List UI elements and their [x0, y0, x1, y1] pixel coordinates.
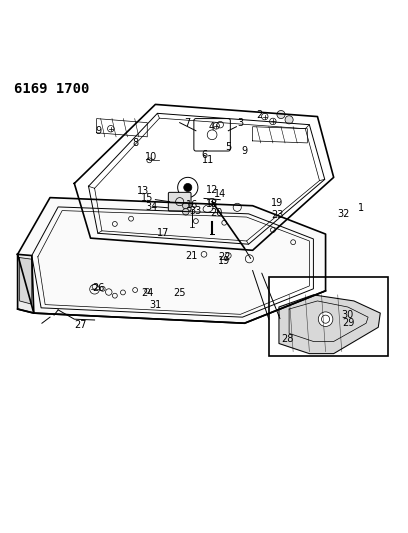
Text: 25: 25 — [173, 288, 186, 298]
Text: 32: 32 — [338, 209, 350, 219]
Text: 19: 19 — [271, 198, 283, 208]
Bar — [269, 277, 388, 356]
Text: 16: 16 — [186, 200, 198, 210]
Text: 24: 24 — [141, 288, 153, 298]
Text: 19: 19 — [218, 256, 231, 266]
Text: 13: 13 — [137, 185, 149, 196]
Text: 15: 15 — [141, 193, 153, 204]
Text: 9: 9 — [95, 126, 102, 136]
Text: 5: 5 — [225, 142, 231, 152]
Text: 30: 30 — [342, 310, 354, 320]
Circle shape — [182, 203, 189, 209]
Text: 21: 21 — [186, 252, 198, 261]
Text: 10: 10 — [145, 152, 157, 162]
Text: 23: 23 — [271, 210, 283, 220]
Text: 34: 34 — [145, 201, 157, 212]
Polygon shape — [18, 254, 34, 313]
Text: 9: 9 — [242, 146, 248, 156]
Text: 1: 1 — [358, 203, 364, 213]
Text: 2: 2 — [257, 110, 263, 119]
FancyBboxPatch shape — [169, 192, 191, 211]
Text: 20: 20 — [210, 208, 222, 218]
Circle shape — [318, 312, 333, 327]
Circle shape — [184, 183, 192, 191]
Polygon shape — [18, 198, 326, 323]
Text: 6169 1700: 6169 1700 — [13, 82, 89, 96]
Text: 31: 31 — [149, 300, 162, 310]
Polygon shape — [20, 257, 32, 304]
Text: 4: 4 — [209, 122, 215, 132]
Text: 11: 11 — [202, 155, 214, 165]
Text: 6: 6 — [201, 150, 207, 160]
Polygon shape — [279, 295, 380, 353]
Text: 18: 18 — [206, 199, 218, 209]
Text: 22: 22 — [218, 252, 231, 262]
Circle shape — [277, 110, 285, 119]
Text: 7: 7 — [185, 118, 191, 127]
Text: 8: 8 — [132, 138, 138, 148]
Text: 12: 12 — [206, 184, 218, 195]
Text: 28: 28 — [281, 334, 293, 344]
Circle shape — [285, 116, 293, 124]
Text: 26: 26 — [93, 282, 105, 293]
Text: 33: 33 — [190, 206, 202, 215]
Text: 14: 14 — [214, 189, 226, 199]
Circle shape — [182, 208, 189, 215]
Text: 29: 29 — [342, 318, 354, 328]
Text: 27: 27 — [74, 320, 87, 330]
Text: 17: 17 — [157, 228, 170, 238]
Text: 3: 3 — [237, 118, 244, 127]
